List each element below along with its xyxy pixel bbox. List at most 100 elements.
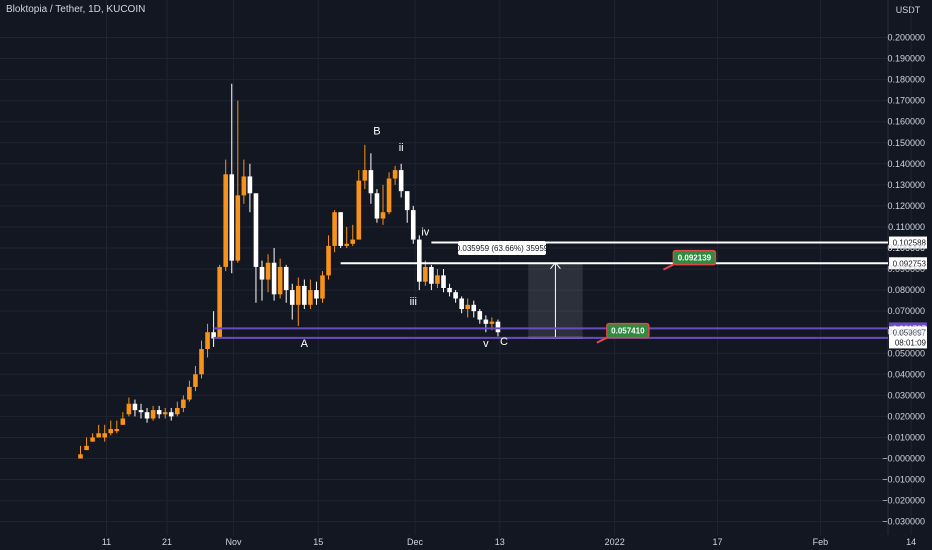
- y-tick-label: 0.140000: [887, 159, 925, 169]
- candle-body: [326, 245, 331, 276]
- candle-body: [320, 275, 325, 299]
- candle-body: [96, 433, 101, 438]
- y-tick-label: 0.130000: [887, 180, 925, 190]
- candle-body: [193, 374, 198, 387]
- candle-body: [126, 403, 132, 415]
- candle-body: [453, 292, 458, 299]
- candle-body: [259, 266, 265, 280]
- candle-body: [120, 418, 126, 425]
- candle-body: [423, 266, 428, 282]
- candle-body: [78, 454, 83, 459]
- y-tick-label: 0.030000: [887, 390, 925, 400]
- y-tick-label: 0.100000: [887, 243, 925, 253]
- candle-body: [84, 445, 89, 451]
- y-tick-label: 0.050000: [887, 348, 925, 358]
- candle-body: [332, 212, 337, 246]
- candle-body: [314, 290, 319, 299]
- y-tick-label: 0.120000: [887, 201, 925, 211]
- price-tag-bg: [889, 257, 927, 270]
- countdown-timer: 08:01:09: [895, 338, 927, 347]
- y-axis: 0.200000 0.190000 0.180000 0.170000 0.160000…: [882, 33, 925, 527]
- candle-body: [162, 412, 168, 415]
- candle-body: [386, 178, 392, 213]
- grid: [0, 0, 912, 535]
- y-tick-label: 0.100000: [887, 243, 925, 253]
- candle-body: [265, 262, 271, 280]
- y-tick-label: 0.190000: [887, 54, 925, 64]
- chart-title: Bloktopia / Tether, 1D, KUCOIN: [6, 4, 146, 15]
- y-tick-label: 0.180000: [887, 75, 925, 85]
- candle-body: [380, 212, 386, 219]
- candle-body: [471, 304, 477, 312]
- candle-body: [187, 386, 192, 400]
- callout-label: 0.057410: [611, 327, 645, 336]
- candle-body: [477, 311, 483, 320]
- x-tick-label: Feb: [813, 537, 829, 547]
- wave-label: ii: [399, 142, 404, 154]
- candle-body: [374, 193, 380, 219]
- x-tick-label: 2022: [605, 537, 625, 547]
- candle-body: [247, 176, 253, 194]
- candle-body: [338, 212, 343, 246]
- wave-label: iii: [410, 296, 417, 308]
- candle-body: [429, 266, 434, 284]
- candle-body: [217, 266, 222, 339]
- candle-body: [283, 266, 289, 291]
- callout-pointer: [662, 263, 674, 271]
- y-tick-label: 0.110000: [888, 222, 925, 232]
- y-tick-label: 0.060000: [887, 327, 925, 337]
- y-tick-label: 0.080000: [887, 285, 925, 295]
- x-axis: 1121Nov15Dec13202217Feb14Mar14: [102, 537, 916, 547]
- candle-body: [392, 170, 398, 179]
- candle-body: [296, 285, 301, 305]
- callout-box: [672, 249, 717, 266]
- candle-body: [495, 321, 501, 333]
- callout-label: 0.092139: [678, 254, 712, 263]
- price-range-label-bg: [458, 241, 546, 255]
- y-tick-label: 0.090000: [887, 264, 925, 274]
- callout-pointer: [596, 336, 608, 344]
- candle-body: [459, 298, 464, 310]
- candle-body: [362, 170, 368, 181]
- y-tick-label: 0.170000: [887, 96, 925, 106]
- y-tick-label: −0.010000: [882, 475, 925, 485]
- candle-body: [205, 332, 210, 350]
- candle-body: [271, 262, 277, 295]
- y-tick-label: 0.160000: [887, 117, 925, 127]
- price-tag: 0.092753: [893, 259, 927, 268]
- candle-body: [150, 410, 156, 419]
- candle-body: [156, 410, 162, 415]
- candle-body: [277, 266, 283, 295]
- y-tick-label: 0.040000: [887, 369, 925, 379]
- candle-body: [465, 304, 470, 310]
- x-tick-label: Dec: [407, 537, 424, 547]
- candle-body: [356, 180, 362, 240]
- wave-label: v: [483, 338, 489, 350]
- candle-body: [102, 433, 107, 438]
- candle-body: [447, 287, 452, 293]
- candle-body: [417, 239, 422, 282]
- candle-body: [410, 210, 416, 240]
- candle-body: [398, 170, 404, 192]
- x-tick-label: 14: [906, 537, 916, 547]
- wave-label: C: [500, 336, 508, 348]
- candle-body: [132, 403, 138, 411]
- candle-body: [223, 174, 228, 267]
- x-tick-label: 11: [102, 537, 111, 547]
- x-tick-label: 15: [313, 537, 323, 547]
- callout-box: [606, 322, 650, 339]
- candle-body: [90, 437, 95, 442]
- y-tick-label: 0.200000: [887, 33, 925, 43]
- candle-body: [229, 174, 235, 261]
- candle-body: [344, 243, 349, 246]
- candle-body: [211, 332, 216, 339]
- candle-body: [138, 410, 144, 413]
- x-tick-label: 17: [713, 537, 723, 547]
- overlays: 0.035959 (63.66%) 359590.1025880.0927530…: [213, 125, 927, 350]
- wave-label: B: [373, 125, 380, 137]
- candle-body: [435, 275, 440, 284]
- x-tick-label: Nov: [226, 537, 243, 547]
- candle-body: [181, 399, 186, 408]
- candle-body: [368, 170, 374, 194]
